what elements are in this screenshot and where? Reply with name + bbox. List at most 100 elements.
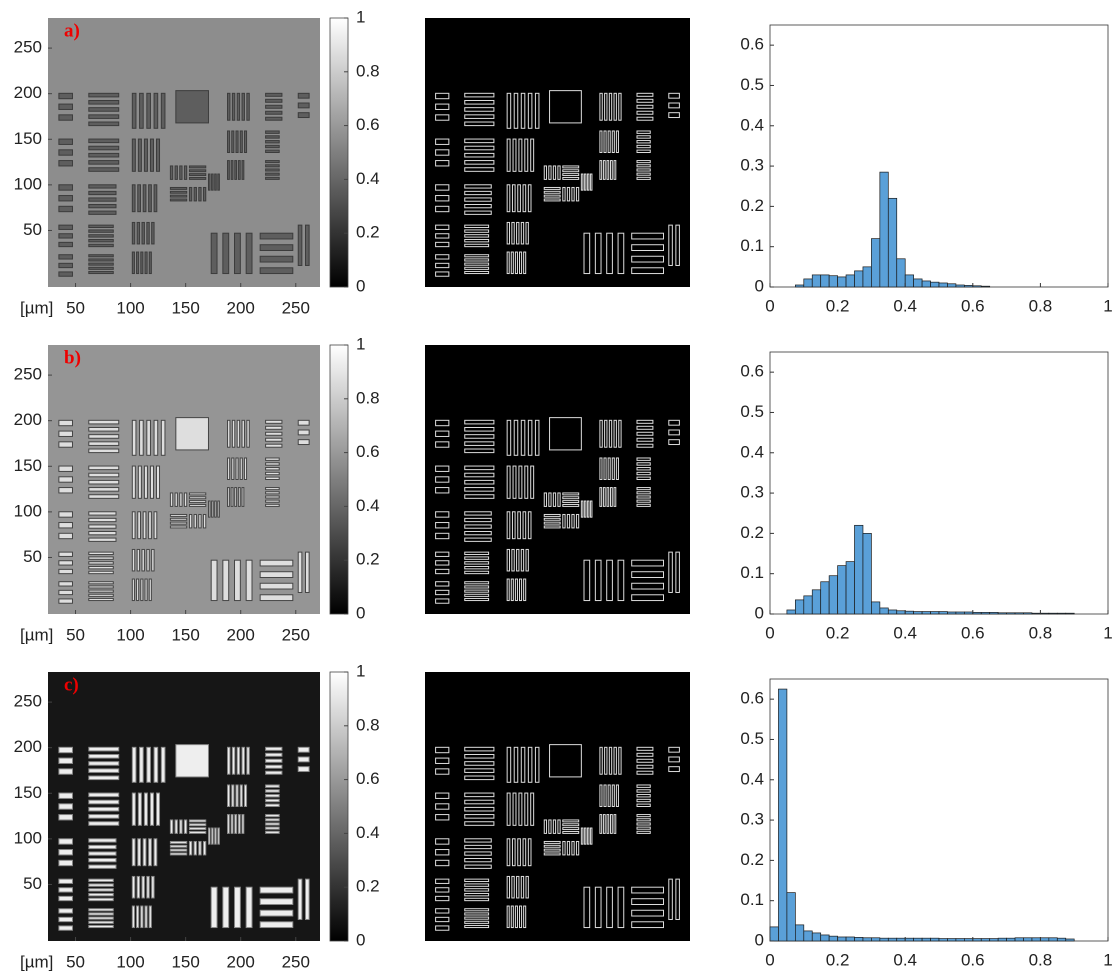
target-bar bbox=[607, 130, 611, 153]
target-bar bbox=[58, 757, 73, 764]
target-bar bbox=[88, 234, 114, 238]
target-bar bbox=[88, 593, 114, 597]
y-tick-label: 0.4 bbox=[740, 769, 764, 788]
x-tick-label: 0.8 bbox=[1029, 296, 1053, 315]
target-bar bbox=[506, 465, 511, 499]
target-bar bbox=[88, 858, 117, 863]
target-bar bbox=[527, 92, 533, 129]
target-bar bbox=[231, 92, 236, 121]
target-bar bbox=[58, 114, 73, 121]
target-bar bbox=[435, 589, 450, 596]
target-bar bbox=[265, 431, 283, 436]
y-tick-label: 0.2 bbox=[740, 196, 764, 215]
target-bar bbox=[636, 491, 651, 495]
target-bar bbox=[613, 746, 617, 775]
target-bar bbox=[506, 905, 510, 929]
colorbar-tick-label: 0 bbox=[356, 930, 365, 949]
target-bar bbox=[464, 551, 490, 556]
target-bar bbox=[188, 840, 193, 856]
target-bar bbox=[239, 784, 243, 807]
y-tick-label: 0.5 bbox=[740, 75, 764, 94]
target-bar bbox=[464, 912, 490, 916]
target-bar bbox=[88, 888, 114, 892]
target-bar bbox=[265, 110, 283, 115]
target-bar bbox=[464, 197, 492, 202]
target-bar bbox=[464, 585, 490, 589]
x-tick-label: 0.8 bbox=[1029, 623, 1053, 642]
target-bar bbox=[435, 419, 450, 427]
target-bar bbox=[174, 165, 178, 180]
target-bar bbox=[174, 492, 178, 507]
target-bar bbox=[234, 886, 241, 929]
target-bar bbox=[131, 92, 137, 129]
target-bar bbox=[188, 496, 207, 500]
target-bar bbox=[58, 560, 73, 566]
x-tick-label: 0.6 bbox=[961, 950, 985, 969]
target-bar bbox=[517, 184, 521, 213]
x-tick-label: 250 bbox=[282, 625, 310, 644]
target-bar bbox=[543, 186, 561, 190]
histogram-bar bbox=[904, 274, 915, 288]
target-bar bbox=[88, 262, 114, 266]
target-bar bbox=[58, 589, 73, 596]
target-bar bbox=[58, 195, 73, 202]
target-bar bbox=[217, 173, 220, 191]
target-bar bbox=[265, 160, 280, 164]
target-bar bbox=[557, 165, 561, 180]
target-bar bbox=[636, 135, 651, 139]
target-bar bbox=[636, 789, 651, 793]
target-bar bbox=[265, 92, 283, 97]
target-bar bbox=[525, 875, 529, 899]
image-content bbox=[58, 90, 310, 277]
histogram-bar bbox=[913, 611, 923, 615]
target-bar bbox=[210, 232, 218, 275]
target-bar bbox=[137, 465, 142, 499]
target-bar bbox=[265, 746, 283, 751]
target-bar bbox=[146, 92, 151, 129]
histogram-bar bbox=[862, 266, 872, 288]
panel-label: c) bbox=[64, 674, 79, 695]
x-tick-label: 0.4 bbox=[893, 950, 917, 969]
image-content bbox=[435, 417, 680, 604]
histogram-bar bbox=[794, 924, 805, 942]
target-bar bbox=[543, 198, 561, 202]
x-tick-label: 100 bbox=[116, 952, 144, 971]
target-bar bbox=[571, 186, 575, 202]
target-bar bbox=[58, 476, 73, 483]
x-tick-label: 0 bbox=[765, 296, 774, 315]
target-bar bbox=[636, 419, 654, 424]
target-bar bbox=[636, 784, 651, 788]
target-bar bbox=[234, 232, 241, 275]
target-bar bbox=[88, 589, 114, 593]
histogram-bar bbox=[997, 937, 1007, 942]
target-bar bbox=[506, 419, 512, 456]
target-bar bbox=[636, 164, 651, 168]
target-bar bbox=[169, 525, 188, 529]
target-bar bbox=[58, 487, 73, 494]
target-bar bbox=[631, 255, 665, 263]
target-bar bbox=[259, 886, 294, 894]
target-bar bbox=[435, 476, 450, 483]
target-bar bbox=[265, 789, 280, 793]
target-bar bbox=[131, 578, 135, 602]
target-bar bbox=[506, 511, 511, 540]
target-bar bbox=[604, 419, 608, 448]
histogram-bar bbox=[930, 611, 940, 615]
y-tick-label: 250 bbox=[14, 38, 42, 57]
target-bar bbox=[265, 814, 280, 818]
target-bar bbox=[518, 138, 523, 172]
histogram-bar bbox=[972, 612, 982, 615]
target-bar bbox=[636, 140, 651, 144]
histogram-bar bbox=[955, 938, 965, 942]
target-bar bbox=[88, 448, 120, 454]
target-bar bbox=[464, 266, 490, 270]
target-bar bbox=[464, 561, 490, 565]
target-bar bbox=[583, 886, 591, 929]
target-bar bbox=[88, 897, 114, 902]
target-bar bbox=[675, 878, 680, 920]
plot-area bbox=[769, 351, 1109, 615]
target-bar bbox=[617, 559, 625, 602]
target-bar bbox=[222, 232, 230, 275]
target-bar bbox=[88, 419, 120, 425]
target-bar bbox=[139, 92, 144, 129]
